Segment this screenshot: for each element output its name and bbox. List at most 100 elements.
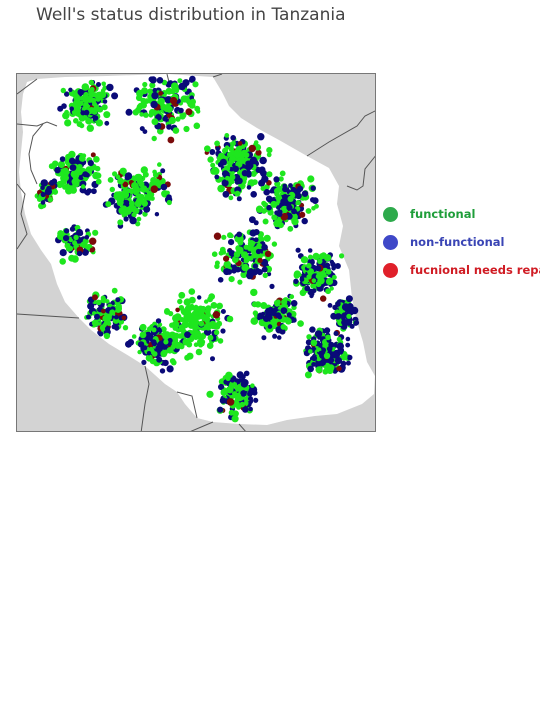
well-point-non-functional [92,115,99,121]
well-point-functional [325,334,331,341]
well-point-functional [139,331,147,339]
well-point-functional [196,109,201,114]
well-point-functional [254,144,262,151]
well-point-functional [171,337,179,345]
well-point-functional [255,205,264,213]
well-point-functional [229,179,235,185]
well-point-non-functional [311,362,316,367]
well-point-non-functional [96,82,101,87]
well-point-functional [122,325,129,331]
well-point-non-functional [150,100,158,109]
well-point-functional [57,232,65,240]
well-point-non-functional [220,328,226,334]
well-point-functional [119,167,127,175]
well-point-functional [306,334,312,340]
well-point-functional [213,329,220,336]
well-point-non-functional [286,204,293,211]
well-point-non-functional [345,342,351,348]
well-point-functional [206,390,214,398]
well-point-needs-repair [122,181,129,188]
well-point-functional [163,105,171,113]
well-point-functional [72,179,80,188]
well-point-non-functional [246,163,253,170]
well-point-needs-repair [89,247,95,253]
well-point-non-functional [304,285,311,292]
well-point-functional [228,159,234,165]
well-point-non-functional [156,77,164,84]
well-point-non-functional [86,188,92,194]
well-point-non-functional [87,302,95,310]
well-point-functional [304,371,312,379]
well-point-functional [117,219,124,226]
well-point-non-functional [266,204,272,211]
well-point-functional [233,151,241,159]
well-point-non-functional [84,235,90,240]
well-point-needs-repair [169,96,178,105]
well-point-non-functional [248,396,253,402]
well-point-non-functional [261,175,269,183]
border-line-10 [190,421,214,431]
well-point-functional [322,368,329,375]
well-point-non-functional [82,249,89,256]
well-point-functional [56,180,64,189]
well-point-functional [250,383,255,389]
well-point-functional [221,234,227,240]
well-point-functional [262,272,268,279]
border-line-13 [28,123,44,185]
well-point-functional [285,317,292,325]
well-point-non-functional [40,191,46,198]
well-point-non-functional [242,406,249,413]
well-point-non-functional [178,107,184,114]
well-point-functional [308,349,313,354]
well-point-functional [168,311,174,317]
well-point-functional [287,225,294,232]
well-point-functional [183,125,190,133]
well-point-functional [139,185,148,193]
border-line-4 [17,313,80,319]
well-point-non-functional [331,266,336,271]
well-point-functional [62,111,70,120]
well-point-needs-repair [257,257,263,264]
well-point-functional [346,313,352,319]
well-point-functional [228,195,234,201]
map-panel[interactable] [16,73,376,432]
well-point-non-functional [253,237,259,243]
well-point-non-functional [68,87,73,92]
well-point-functional [65,245,73,252]
well-point-non-functional [114,314,119,320]
well-point-non-functional [251,269,258,276]
well-point-functional [230,140,236,146]
well-point-non-functional [255,248,262,255]
well-point-functional [100,297,107,304]
well-point-non-functional [162,116,168,122]
well-point-functional [198,314,204,320]
well-point-functional [211,251,218,257]
well-point-functional [172,314,180,322]
well-point-non-functional [86,314,91,320]
well-point-functional [101,81,106,87]
legend-swatch-functional [383,207,398,222]
well-point-non-functional [83,109,90,116]
well-point-functional [194,330,201,337]
well-point-non-functional [341,312,348,319]
well-point-non-functional [166,124,172,130]
well-point-functional [189,98,196,105]
well-point-non-functional [301,190,309,197]
well-point-non-functional [141,359,147,365]
well-point-needs-repair [336,365,342,372]
well-point-functional [80,184,86,189]
well-point-functional [232,410,239,417]
well-point-functional [226,151,233,158]
well-point-non-functional [272,307,278,313]
well-point-non-functional [250,158,257,165]
well-point-non-functional [301,217,308,225]
well-point-functional [70,170,78,178]
well-point-functional [94,165,101,172]
well-point-functional [92,101,97,107]
well-point-functional [198,320,205,327]
well-point-functional [220,388,228,396]
well-point-functional [129,200,135,207]
well-point-non-functional [154,212,160,217]
well-point-functional [252,310,259,316]
well-point-non-functional [77,89,84,96]
